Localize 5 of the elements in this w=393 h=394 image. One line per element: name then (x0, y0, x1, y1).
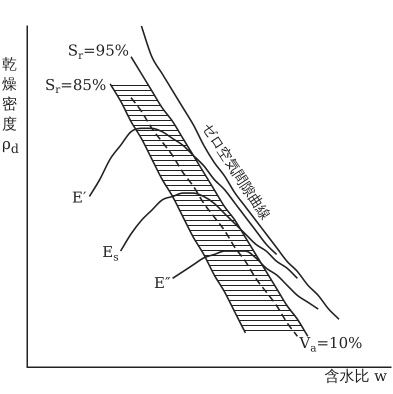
series-label: E″ (154, 274, 171, 292)
series-label: E′ (72, 188, 87, 206)
y-axis-title: 乾燥密度 ρ$_{d}$ (2, 54, 20, 158)
x-axis-title: 含水比 w (324, 367, 387, 386)
text: ゼロ空気間隙曲線 (198, 120, 274, 224)
